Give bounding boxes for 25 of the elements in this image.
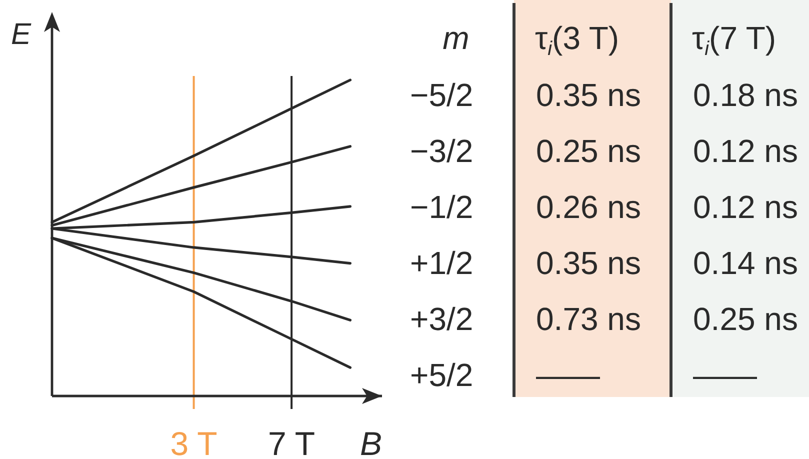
category-label: −5/2 — [410, 77, 474, 113]
category-label: τ$_{i}$(3 T) — [535, 20, 620, 60]
text: 0.12 ns — [693, 189, 798, 225]
x-tick-label: 3 T — [170, 424, 218, 459]
text: 0.25 ns — [536, 133, 641, 169]
text: 0.25 ns — [693, 301, 798, 337]
category-label: τ$_{i}$(7 T) — [692, 20, 776, 60]
category-label: +3/2 — [410, 301, 474, 337]
category-label: −1/2 — [410, 189, 474, 225]
text: m — [442, 20, 470, 56]
text: 0.35 ns — [536, 245, 641, 281]
text: —— — [693, 357, 757, 393]
x-tick-label: 7 T — [268, 424, 316, 459]
category-label: +5/2 — [410, 357, 474, 393]
text: 0.18 ns — [693, 77, 798, 113]
text: 0.26 ns — [536, 189, 641, 225]
text: 0.12 ns — [693, 133, 798, 169]
text: 0.35 ns — [536, 77, 641, 113]
text: 0.14 ns — [693, 245, 798, 281]
y-axis-title: E — [10, 18, 32, 50]
text: 0.73 ns — [536, 301, 641, 337]
text: —— — [536, 357, 600, 393]
category-label: +1/2 — [410, 245, 474, 281]
category-label: −3/2 — [410, 133, 474, 169]
x-axis-title: B — [360, 424, 382, 459]
